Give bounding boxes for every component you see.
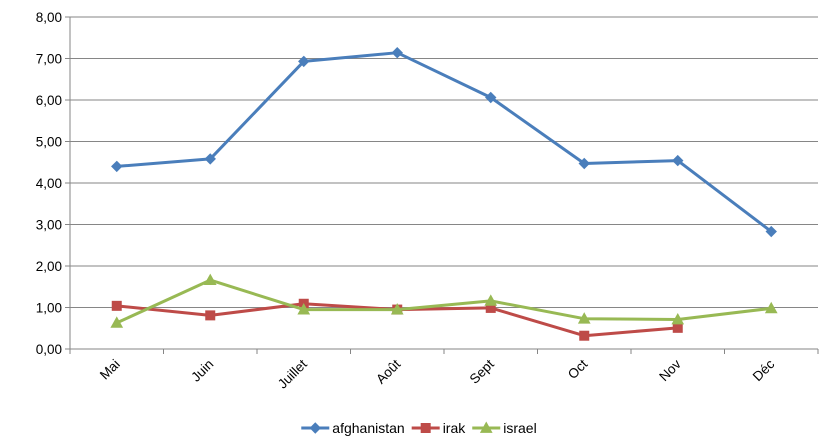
- y-tick-label: 0,00: [36, 342, 62, 357]
- x-tick-label: Sept: [467, 356, 497, 386]
- series-line-afghanistan: [116, 51, 773, 233]
- legend-marker-irak: [420, 423, 431, 433]
- axes: [65, 16, 819, 354]
- x-tick-labels: Mai Juin Juillet Août Sept Oct Nov Déc: [97, 356, 778, 391]
- series-line-israel: [116, 278, 772, 325]
- x-tick-label: Mai: [97, 357, 123, 383]
- x-tick-label: Juin: [188, 357, 216, 385]
- data-point-afghanistan: [391, 46, 403, 59]
- y-tick-label: 8,00: [36, 10, 62, 25]
- x-tick-label: Août: [373, 356, 403, 386]
- y-tick-label: 6,00: [36, 93, 62, 108]
- legend: afghanistan irak israel: [301, 420, 537, 436]
- data-point-israel: [764, 301, 778, 314]
- x-tick-label: Déc: [750, 356, 778, 384]
- data-point-israel: [577, 312, 591, 324]
- y-tick-label: 7,00: [36, 52, 62, 67]
- data-point-israel: [297, 303, 311, 315]
- x-tick-label: Oct: [565, 356, 591, 382]
- data-point-afghanistan: [298, 55, 310, 68]
- legend-label-israel: israel: [503, 420, 536, 436]
- data-point-afghanistan: [765, 225, 777, 238]
- y-tick-label: 5,00: [36, 135, 62, 150]
- legend-marker-israel: [479, 421, 493, 433]
- legend-marker-afghanistan: [309, 422, 321, 434]
- data-point-irak: [672, 322, 683, 333]
- data-point-afghanistan: [204, 153, 216, 165]
- data-point-irak: [205, 310, 216, 321]
- data-point-israel: [110, 316, 124, 328]
- series-afghanistan: [111, 46, 777, 238]
- legend-label-afghanistan: afghanistan: [332, 420, 404, 436]
- x-tick-label: Nov: [656, 356, 684, 384]
- y-tick-label: 3,00: [36, 218, 62, 233]
- data-point-israel: [203, 273, 217, 286]
- data-point-irak: [579, 330, 590, 341]
- data-point-israel: [484, 294, 498, 306]
- data-point-afghanistan: [578, 157, 590, 170]
- data-point-afghanistan: [485, 91, 497, 104]
- y-tick-label: 1,00: [36, 301, 62, 316]
- data-point-israel: [390, 303, 404, 315]
- y-tick-label: 4,00: [36, 176, 62, 191]
- series-lines: [110, 46, 778, 341]
- data-point-afghanistan: [111, 160, 123, 173]
- y-tick-labels: 0,00 1,00 2,00 3,00 4,00 5,00 6,00 7,00 8,00: [36, 10, 62, 357]
- legend-label-irak: irak: [443, 420, 467, 436]
- data-point-israel: [671, 313, 685, 325]
- data-point-irak: [111, 300, 122, 311]
- gridlines: [70, 16, 818, 308]
- data-point-afghanistan: [672, 154, 684, 167]
- y-tick-label: 2,00: [36, 259, 62, 274]
- x-tick-label: Juillet: [275, 356, 310, 391]
- series-israel: [110, 273, 778, 328]
